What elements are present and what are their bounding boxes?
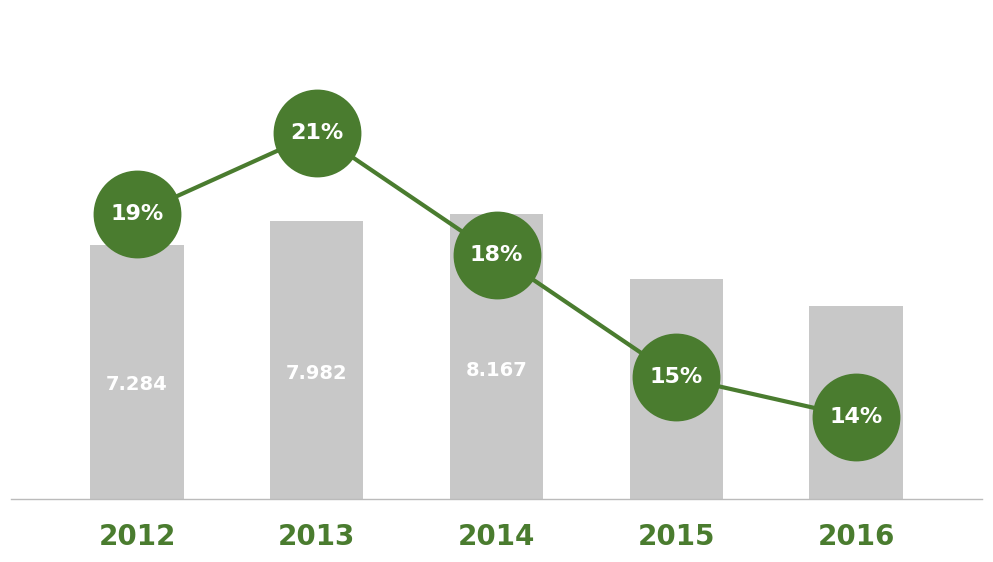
Bar [90,245,184,498]
Text: 7.982: 7.982 [286,364,348,383]
Text: 7.284: 7.284 [106,375,168,394]
Point [848,413,864,422]
Bar [270,221,363,498]
Text: 19%: 19% [110,204,164,224]
Text: 21%: 21% [290,123,344,143]
Text: 8.167: 8.167 [466,361,527,380]
Bar [450,214,543,498]
Text: 18%: 18% [470,245,523,265]
Text: 15%: 15% [649,367,703,387]
Bar [809,306,903,498]
Text: 14%: 14% [829,407,883,427]
Bar [630,279,723,498]
Text: 6.317: 6.317 [645,390,707,409]
Text: 5.517: 5.517 [825,402,887,422]
Point [309,129,325,138]
Point [489,250,504,259]
Point [129,210,145,219]
Point [668,372,684,381]
